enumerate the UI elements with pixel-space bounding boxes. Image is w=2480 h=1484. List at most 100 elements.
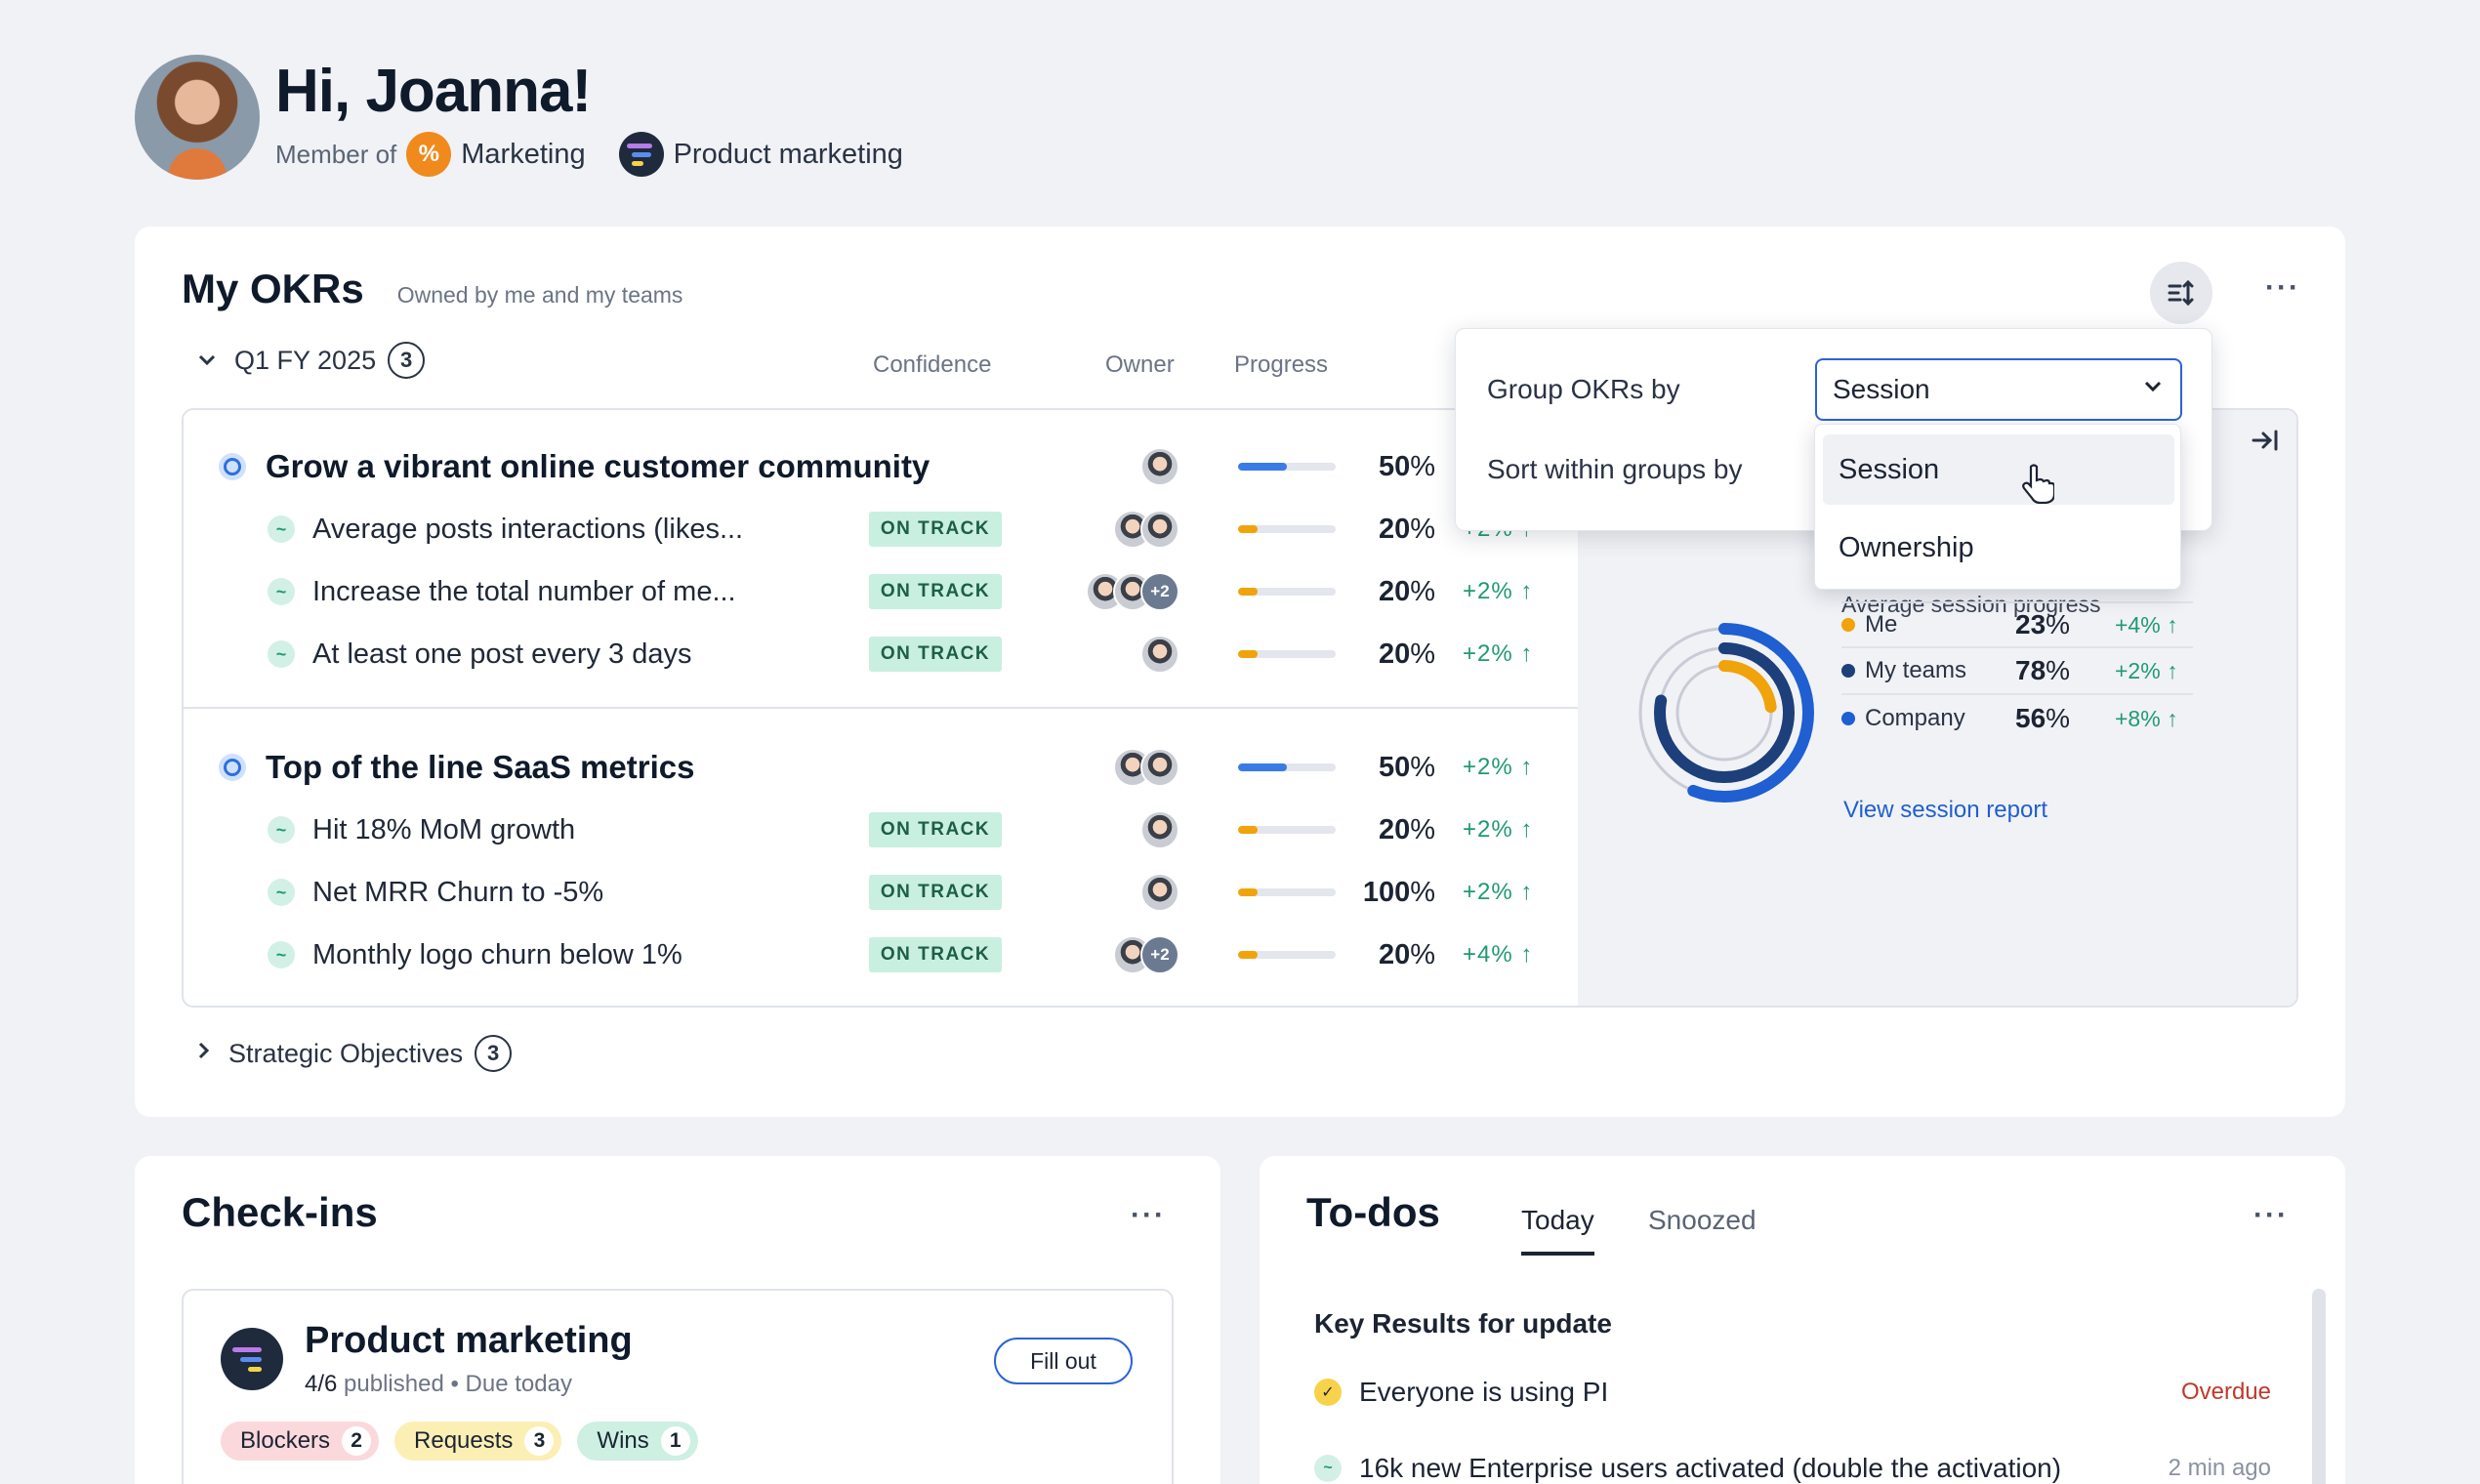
view-session-report-link[interactable]: View session report	[1843, 797, 2047, 823]
key-result-row[interactable]: ~ Increase the total number of me... ON TR…	[184, 562, 1578, 621]
column-owner[interactable]: Owner	[1105, 351, 1175, 378]
okr-list: Grow a vibrant online customer community…	[182, 408, 2298, 1008]
strategic-group-header[interactable]: Strategic Objectives 3	[197, 1035, 513, 1072]
owner-avatars[interactable]	[1140, 635, 1179, 674]
key-result-row[interactable]: ~ Net MRR Churn to -5% ON TRACK 100% +2% ↑	[184, 863, 1578, 922]
card-title: Check-ins	[182, 1189, 378, 1235]
progress-bar	[1238, 525, 1336, 533]
todo-item[interactable]: ✓ Everyone is using PI Overdue	[1314, 1377, 2271, 1408]
progress-bar	[1238, 888, 1336, 896]
objective-row[interactable]: Top of the line SaaS metrics 50% +2% ↑	[184, 738, 1578, 797]
chevron-down-icon	[197, 348, 217, 373]
checkins-card: Check-ins ··· Product marketing 4/6 publ…	[135, 1156, 1220, 1484]
checkin-item[interactable]: Product marketing 4/6 published • Due to…	[182, 1289, 1174, 1484]
key-result-title: At least one post every 3 days	[312, 638, 692, 670]
team-chip-product-marketing[interactable]: Product marketing	[618, 132, 903, 177]
key-result-row[interactable]: ~ Monthly logo churn below 1% ON TRACK 20% +…	[184, 926, 1578, 984]
more-owners-badge: +2	[1140, 572, 1179, 611]
legend-row: My teams 78% +2% ↑	[1841, 648, 2193, 695]
percent-icon: %	[406, 132, 452, 177]
owner-avatars[interactable]	[1140, 810, 1179, 849]
progress-percent: 20%	[1378, 575, 1435, 607]
product-marketing-icon	[618, 132, 664, 177]
trend-icon: ~	[268, 941, 295, 969]
collapse-panel-icon[interactable]	[2252, 428, 2279, 459]
owner-avatars[interactable]	[1140, 873, 1179, 912]
ring-arc-company	[1634, 623, 1814, 803]
legend-row: Me 23% +4% ↑	[1841, 601, 2193, 648]
owner-avatar	[1140, 810, 1179, 849]
tag-requests[interactable]: Requests 3	[394, 1422, 562, 1461]
team-chip-marketing[interactable]: % Marketing	[406, 132, 586, 177]
todo-item[interactable]: ~ 16k new Enterprise users activated (do…	[1314, 1453, 2271, 1484]
card-title: To-dos	[1306, 1189, 1440, 1235]
group-sort-button[interactable]	[2150, 262, 2212, 324]
divider	[184, 707, 1578, 709]
membership-row: Member of % Marketing Product marketing	[275, 132, 903, 177]
more-options-icon[interactable]: ···	[1131, 1199, 1166, 1231]
group-label: Q1 FY 2025	[234, 345, 377, 375]
key-result-title: Hit 18% MoM growth	[312, 813, 576, 845]
trend-icon: ~	[268, 879, 295, 906]
todo-time: 2 min ago	[2168, 1455, 2271, 1481]
team-name: Product marketing	[673, 138, 903, 170]
ring-arc-me	[1672, 660, 1777, 765]
progress-percent: 20%	[1378, 813, 1435, 845]
legend-name: My teams	[1865, 657, 1967, 683]
progress-bar	[1238, 463, 1336, 471]
group-count: 3	[475, 1035, 513, 1072]
fill-out-button[interactable]: Fill out	[994, 1338, 1133, 1384]
tab-snoozed[interactable]: Snoozed	[1648, 1205, 1757, 1235]
progress-bar	[1238, 951, 1336, 959]
more-options-icon[interactable]: ···	[2253, 1199, 2289, 1231]
more-options-icon[interactable]: ···	[2265, 271, 2300, 304]
key-result-row[interactable]: ~ Average posts interactions (likes... ON …	[184, 500, 1578, 558]
legend-delta: +4% ↑	[2115, 611, 2178, 638]
todo-title: Everyone is using PI	[1359, 1377, 1609, 1407]
session-group-header[interactable]: Q1 FY 2025 3	[197, 342, 426, 379]
group-by-select[interactable]: Session	[1815, 358, 2182, 421]
tab-today[interactable]: Today	[1521, 1205, 1594, 1256]
progress-percent: 20%	[1378, 938, 1435, 970]
objective-row[interactable]: Grow a vibrant online customer community…	[184, 437, 1578, 496]
column-progress[interactable]: Progress	[1234, 351, 1329, 378]
key-result-title: Monthly logo churn below 1%	[312, 938, 682, 970]
scrollbar[interactable]	[2312, 1289, 2326, 1484]
key-result-row[interactable]: ~ At least one post every 3 days ON TRACK 2…	[184, 625, 1578, 683]
owner-avatars[interactable]	[1140, 447, 1179, 486]
progress-bar	[1238, 588, 1336, 596]
owner-avatars[interactable]	[1113, 510, 1179, 549]
progress-delta: +2% ↑	[1463, 640, 1534, 667]
status-badge: ON TRACK	[869, 512, 1002, 547]
tag-wins[interactable]: Wins 1	[577, 1422, 698, 1461]
legend-dot	[1841, 618, 1855, 632]
progress-percent: 50%	[1378, 751, 1435, 783]
group-count: 3	[388, 342, 426, 379]
progress-delta: +4% ↑	[1463, 941, 1534, 968]
checkin-meta: 4/6 published • Due today	[305, 1371, 572, 1397]
tag-blockers[interactable]: Blockers 2	[221, 1422, 380, 1461]
trend-icon: ~	[268, 640, 295, 668]
progress-percent: 20%	[1378, 513, 1435, 545]
owner-avatars[interactable]: +2	[1113, 935, 1179, 974]
legend-value: 23%	[2015, 609, 2071, 639]
objective-title: Top of the line SaaS metrics	[266, 749, 695, 785]
sort-icon	[2168, 279, 2194, 307]
card-title: My OKRs	[182, 266, 364, 311]
user-avatar[interactable]	[135, 55, 260, 180]
owner-avatars[interactable]: +2	[1086, 572, 1179, 611]
legend-value: 78%	[2015, 655, 2071, 685]
more-owners-badge: +2	[1140, 935, 1179, 974]
progress-bar	[1238, 650, 1336, 658]
trend-icon: ~	[1314, 1455, 1342, 1482]
progress-bar	[1238, 826, 1336, 834]
status-badge: ON TRACK	[869, 637, 1002, 672]
greeting: Hi, Joanna!	[275, 58, 592, 125]
option-session[interactable]: Session	[1823, 434, 2174, 505]
owner-avatars[interactable]	[1113, 748, 1179, 787]
key-result-row[interactable]: ~ Hit 18% MoM growth ON TRACK 20% +2% ↑	[184, 801, 1578, 859]
column-confidence[interactable]: Confidence	[873, 351, 992, 378]
option-ownership[interactable]: Ownership	[1839, 531, 1974, 563]
member-of-label: Member of	[275, 139, 397, 169]
owner-avatar	[1140, 748, 1179, 787]
